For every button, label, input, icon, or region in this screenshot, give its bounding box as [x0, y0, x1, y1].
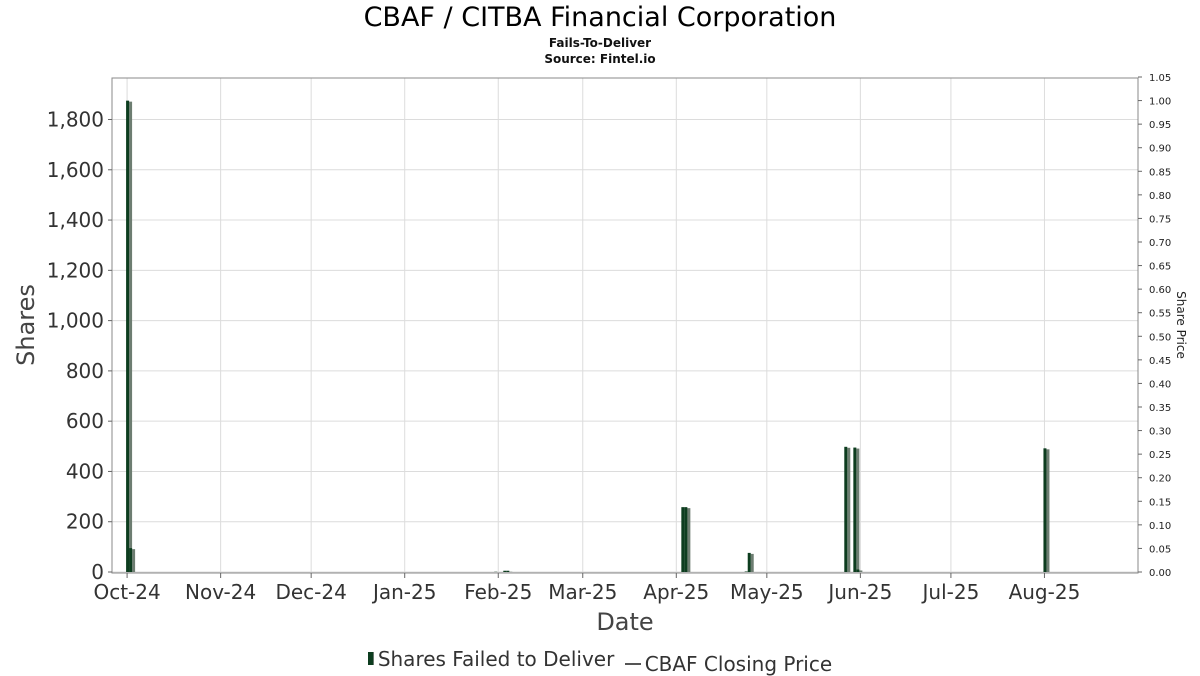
y2-tick-label: 0.15 — [1149, 497, 1171, 508]
bar-body — [748, 553, 751, 572]
bar-shadow — [859, 570, 862, 572]
bar-body — [745, 571, 748, 572]
x-tick-label: Dec-24 — [275, 580, 346, 604]
x-tick-label: Jun-25 — [826, 580, 892, 604]
y-tick-label: 600 — [66, 409, 104, 433]
y2-tick-label: 0.95 — [1149, 120, 1171, 131]
bar[interactable] — [844, 447, 850, 572]
bar[interactable] — [506, 571, 512, 572]
line-swatch-icon — [625, 663, 641, 665]
x-tick-label: Jan-25 — [371, 580, 437, 604]
y2-tick-label: 0.05 — [1149, 544, 1171, 555]
x-tick-label: Mar-25 — [548, 580, 617, 604]
grid-lines — [112, 78, 1138, 573]
bar-body — [844, 447, 847, 572]
bar-shadow — [132, 549, 135, 572]
y2-tick-label: 0.25 — [1149, 450, 1171, 461]
bar-series — [126, 101, 1049, 572]
bar-body — [129, 548, 132, 572]
y-tick-label: 1,200 — [47, 258, 104, 282]
y2-axis-label: Share Price — [1174, 291, 1188, 359]
y2-tick-label: 0.75 — [1149, 214, 1171, 225]
y-tick-label: 1,400 — [47, 208, 104, 232]
y2-tick-label: 0.30 — [1149, 427, 1171, 438]
y2-tick-label: 0.45 — [1149, 356, 1171, 367]
bar-body — [126, 101, 129, 572]
y-axis-label: Shares — [12, 284, 40, 366]
x-axis-ticks: Oct-24 Nov-24 Dec-24 Jan-25 Feb-25 Mar-25 Apr-… — [93, 573, 1080, 604]
bar-body — [684, 507, 687, 572]
legend-item-line[interactable]: CBAF Closing Price — [625, 652, 832, 676]
bar-shadow — [847, 448, 850, 572]
bar[interactable] — [1043, 448, 1049, 572]
bar-shadow — [129, 102, 132, 572]
bar-body — [1043, 448, 1046, 572]
y2-tick-label: 0.00 — [1149, 568, 1171, 579]
y2-tick-label: 0.35 — [1149, 403, 1171, 414]
y2-tick-label: 0.60 — [1149, 285, 1171, 296]
bar-body — [681, 507, 684, 572]
bar-shadow — [1046, 449, 1049, 572]
bar[interactable] — [684, 507, 690, 572]
x-tick-label: Jul-25 — [921, 580, 980, 604]
y2-tick-label: 0.90 — [1149, 144, 1171, 155]
bar-shadow — [687, 508, 690, 572]
bar[interactable] — [853, 448, 859, 572]
y-tick-label: 200 — [66, 510, 104, 534]
y2-tick-label: 0.65 — [1149, 262, 1171, 273]
y2-axis-ticks: 0.00 0.05 0.10 0.15 0.20 0.25 0.30 0.35 0.40 0.45… — [1138, 73, 1171, 579]
legend-line-label: CBAF Closing Price — [645, 652, 832, 676]
y2-tick-label: 0.50 — [1149, 332, 1171, 343]
y2-tick-label: 0.20 — [1149, 474, 1171, 485]
bar-body — [503, 571, 506, 572]
y2-tick-label: 0.55 — [1149, 309, 1171, 320]
x-tick-label: Nov-24 — [185, 580, 256, 604]
bar[interactable] — [745, 571, 748, 572]
legend-item-bars[interactable]: Shares Failed to Deliver — [368, 647, 615, 671]
bar-shadow — [751, 554, 754, 572]
x-tick-label: Oct-24 — [93, 580, 160, 604]
x-axis-label: Date — [596, 608, 653, 636]
bar[interactable] — [856, 569, 862, 572]
x-tick-label: Apr-25 — [643, 580, 709, 604]
x-tick-label: Aug-25 — [1009, 580, 1081, 604]
bar[interactable] — [129, 548, 135, 572]
x-tick-label: Feb-25 — [464, 580, 532, 604]
bar-body — [856, 569, 859, 572]
y-tick-label: 400 — [66, 459, 104, 483]
x-tick-label: May-25 — [730, 580, 804, 604]
y-tick-label: 1,800 — [47, 108, 104, 132]
y2-tick-label: 1.05 — [1149, 73, 1171, 84]
y-tick-label: 1,600 — [47, 158, 104, 182]
legend: Shares Failed to Deliver CBAF Closing Pr… — [0, 646, 1200, 676]
bar-body — [853, 448, 856, 572]
y2-tick-label: 0.40 — [1149, 379, 1171, 390]
y2-tick-label: 1.00 — [1149, 97, 1171, 108]
bar[interactable] — [748, 553, 754, 572]
bar-body — [506, 571, 509, 572]
y2-tick-label: 0.80 — [1149, 191, 1171, 202]
bar-swatch-icon — [368, 652, 374, 665]
y-tick-label: 800 — [66, 359, 104, 383]
bar-shadow — [856, 449, 859, 572]
y2-tick-label: 0.10 — [1149, 521, 1171, 532]
y-tick-label: 1,000 — [47, 309, 104, 333]
legend-bars-label: Shares Failed to Deliver — [378, 647, 615, 671]
y2-tick-label: 0.70 — [1149, 238, 1171, 249]
y2-tick-label: 0.85 — [1149, 167, 1171, 178]
plot-frame — [112, 78, 1138, 573]
bar[interactable] — [126, 101, 132, 572]
